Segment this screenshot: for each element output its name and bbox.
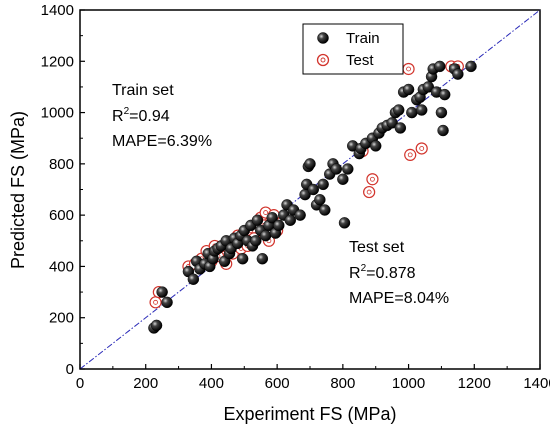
train-point (386, 117, 398, 129)
y-axis-ticks: 0 200 400 600 800 1000 1200 1400 (41, 2, 85, 378)
legend: Train Test (302, 23, 404, 75)
y-tick-label: 1400 (41, 2, 74, 19)
test-heading: Test set (349, 239, 405, 256)
train-r2: R2=0.94 (112, 106, 170, 125)
test-point-inner (263, 210, 269, 215)
train-point (330, 163, 342, 175)
y-tick-label: 800 (49, 156, 74, 173)
train-point (416, 104, 428, 116)
train-annotation: Train set R2=0.94 MAPE=6.39% (112, 82, 212, 150)
train-point (337, 173, 349, 185)
test-mape: MAPE=8.04% (349, 290, 449, 307)
train-point (250, 235, 262, 247)
train-heading: Train set (112, 82, 174, 99)
x-tick-label: 1200 (458, 375, 491, 392)
x-axis-ticks: 0 200 400 600 800 1000 1200 1400 (76, 364, 550, 392)
train-series (148, 60, 477, 334)
train-point (161, 296, 173, 309)
y-tick-label: 200 (49, 310, 74, 327)
test-point-inner (366, 189, 372, 195)
test-point-inner (370, 176, 375, 182)
test-annotation: Test set R2=0.878 MAPE=8.04% (349, 239, 449, 307)
test-r2-superscript: 2 (361, 263, 367, 274)
test-r2-value: =0.878 (366, 265, 415, 282)
train-point (452, 68, 464, 80)
y-tick-label: 400 (49, 258, 74, 275)
test-r2: R2=0.878 (349, 263, 416, 282)
train-point (422, 81, 434, 93)
train-point (256, 253, 269, 265)
test-point (363, 185, 376, 199)
train-r2-superscript: 2 (124, 106, 130, 117)
train-point (273, 219, 285, 232)
legend-test-label: Test (346, 52, 374, 69)
y-tick-label: 1000 (41, 105, 74, 122)
test-point (415, 142, 428, 155)
train-point (342, 163, 354, 175)
test-point (366, 173, 379, 186)
legend-test-marker-inner (320, 57, 326, 63)
train-point (156, 286, 168, 298)
train-point (319, 204, 331, 216)
x-tick-label: 400 (199, 375, 224, 392)
train-point (338, 217, 351, 229)
train-point (236, 253, 249, 265)
y-tick-label: 1200 (41, 53, 74, 70)
train-point (307, 183, 319, 196)
train-point (266, 212, 278, 224)
train-point (393, 104, 405, 116)
train-point (439, 88, 451, 101)
y-tick-label: 0 (66, 361, 74, 378)
train-r2-symbol: R (112, 108, 124, 125)
x-tick-label: 0 (76, 375, 84, 392)
test-point-inner (406, 66, 411, 72)
train-point (434, 60, 446, 73)
test-point-inner (407, 152, 413, 158)
train-point (284, 214, 296, 226)
legend-test-marker (316, 53, 330, 67)
train-point (259, 229, 272, 242)
legend-train-marker (317, 32, 329, 44)
test-point (404, 148, 417, 161)
train-point (251, 214, 264, 226)
x-tick-label: 800 (330, 375, 355, 392)
test-point (402, 62, 415, 76)
test-point-inner (419, 146, 425, 151)
test-point (149, 296, 162, 309)
legend-train-label: Train (346, 30, 380, 47)
train-point (150, 319, 163, 332)
train-point (317, 178, 329, 191)
y-tick-label: 600 (49, 207, 74, 224)
train-point (187, 273, 200, 285)
train-point (304, 158, 316, 170)
train-point (394, 122, 407, 134)
x-tick-label: 600 (265, 375, 290, 392)
train-point (314, 194, 326, 206)
train-mape: MAPE=6.39% (112, 133, 212, 150)
legend-box (302, 23, 404, 75)
train-point (294, 209, 306, 221)
x-tick-label: 1400 (523, 375, 550, 392)
test-r2-symbol: R (349, 265, 361, 282)
test-point-inner (153, 299, 158, 305)
train-point (465, 60, 477, 73)
train-point (370, 140, 382, 152)
train-r2-value: =0.94 (129, 108, 170, 125)
x-tick-label: 1000 (392, 375, 425, 392)
train-point (402, 83, 415, 96)
y-axis-title: Predicted FS (MPa) (8, 111, 28, 269)
train-point (406, 106, 418, 119)
x-axis-title: Experiment FS (MPa) (223, 404, 396, 424)
train-point (437, 124, 449, 137)
x-tick-label: 200 (133, 375, 158, 392)
train-point (435, 106, 448, 119)
